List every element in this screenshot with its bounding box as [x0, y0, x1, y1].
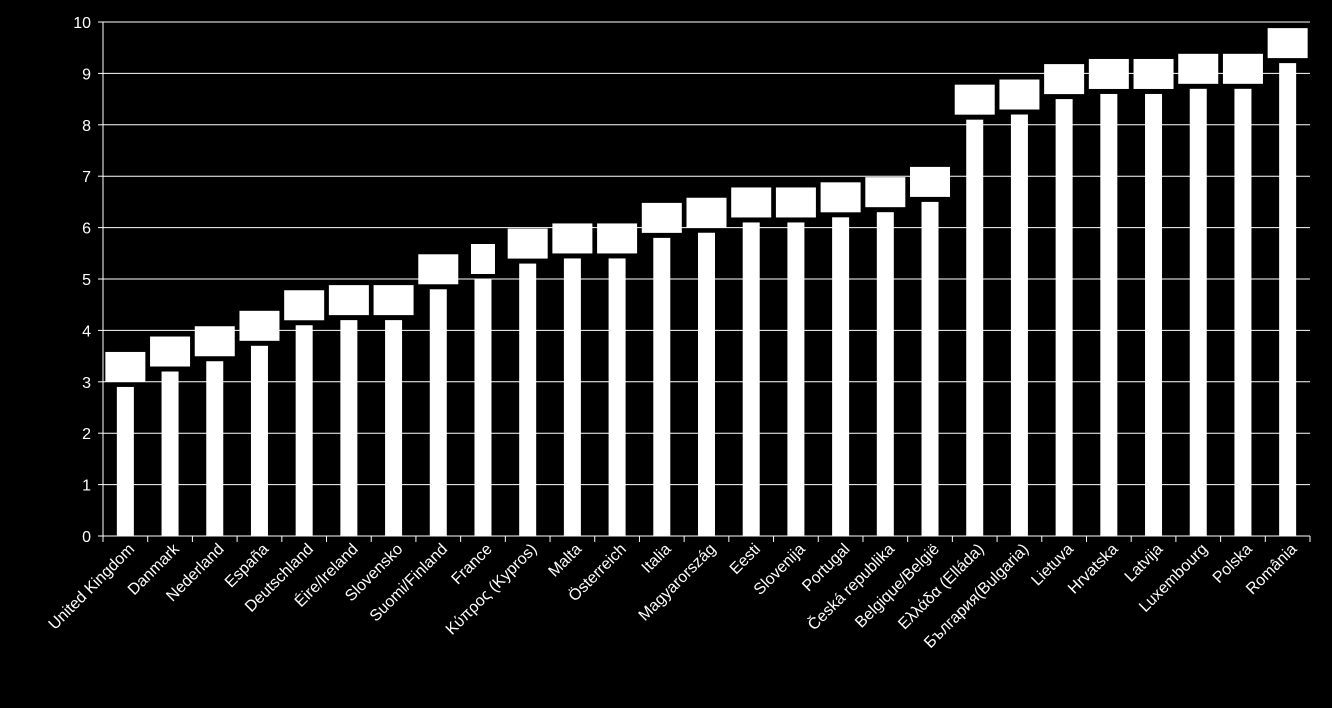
data-label-box	[194, 326, 235, 357]
data-label-box	[1222, 53, 1263, 84]
bar	[1055, 99, 1073, 536]
y-axis: 0 1 2 3 4 5 6 7 8 9 10	[73, 15, 104, 546]
x-category-label: Hrvatska	[1065, 541, 1122, 598]
bar	[698, 232, 715, 537]
data-label-box	[1267, 28, 1308, 59]
y-tick-label: 7	[82, 169, 91, 186]
x-category-label: Italia	[639, 541, 675, 577]
bar	[608, 258, 626, 536]
bar	[206, 361, 224, 536]
bar	[1279, 63, 1297, 537]
bar	[1100, 93, 1118, 537]
bar	[563, 258, 581, 536]
data-label-box	[239, 310, 280, 341]
y-tick-label: 10	[73, 15, 91, 32]
bar	[295, 325, 313, 536]
bar	[966, 119, 984, 536]
bar	[1234, 88, 1252, 536]
y-tick-label: 8	[82, 118, 91, 135]
bar	[787, 222, 805, 536]
data-label-box	[284, 290, 325, 321]
bar	[519, 263, 537, 536]
data-label-box	[910, 166, 951, 197]
data-label-box	[731, 187, 772, 218]
data-label-box	[686, 197, 727, 228]
data-label-box	[1044, 64, 1085, 95]
data-label-box	[597, 223, 638, 254]
data-label-box	[1088, 58, 1129, 89]
y-tick-label: 9	[82, 66, 91, 83]
data-label-box	[470, 244, 495, 274]
data-label-box	[820, 182, 861, 213]
data-label-box	[775, 187, 816, 218]
bar	[1145, 93, 1163, 537]
bar	[921, 201, 939, 536]
data-label-box	[865, 177, 906, 208]
data-label-box	[373, 285, 414, 316]
bars	[116, 63, 1297, 537]
data-label-box	[1178, 53, 1219, 84]
y-tick-label: 3	[82, 375, 91, 392]
bar	[1010, 114, 1028, 537]
data-label-box	[1133, 58, 1174, 89]
bar	[116, 386, 134, 536]
bar	[340, 320, 358, 536]
bar	[832, 217, 850, 536]
y-tick-label: 2	[82, 426, 91, 443]
y-tick-label: 6	[82, 221, 91, 238]
y-tick-label: 0	[82, 529, 91, 546]
y-tick-label: 4	[82, 323, 91, 340]
bar	[250, 345, 268, 536]
data-label-boxes	[105, 28, 1308, 382]
y-tick-label: 1	[82, 478, 91, 495]
data-label-box	[328, 285, 369, 316]
x-category-label: Magyarország	[636, 541, 720, 625]
bar	[429, 289, 447, 536]
y-tick-label: 5	[82, 272, 91, 289]
x-category-label: Malta	[546, 541, 586, 581]
x-category-label: Eesti	[727, 541, 764, 578]
bar	[1189, 88, 1207, 536]
bar	[161, 371, 179, 536]
data-label-box	[552, 223, 593, 254]
data-label-box	[954, 84, 995, 115]
bar	[653, 237, 671, 536]
data-label-box	[641, 202, 682, 233]
data-label-box	[418, 254, 459, 285]
x-category-label: Suomi/Finland	[367, 541, 451, 625]
bar	[474, 279, 492, 536]
bar	[742, 222, 760, 536]
x-axis: United KingdomDanmarkNederlandEspañaDeut…	[46, 535, 1311, 652]
data-label-box	[150, 336, 191, 367]
data-label-box	[507, 228, 548, 259]
bar	[876, 212, 894, 536]
data-label-box	[105, 351, 146, 382]
data-label-box	[999, 79, 1040, 110]
bar	[385, 320, 403, 536]
